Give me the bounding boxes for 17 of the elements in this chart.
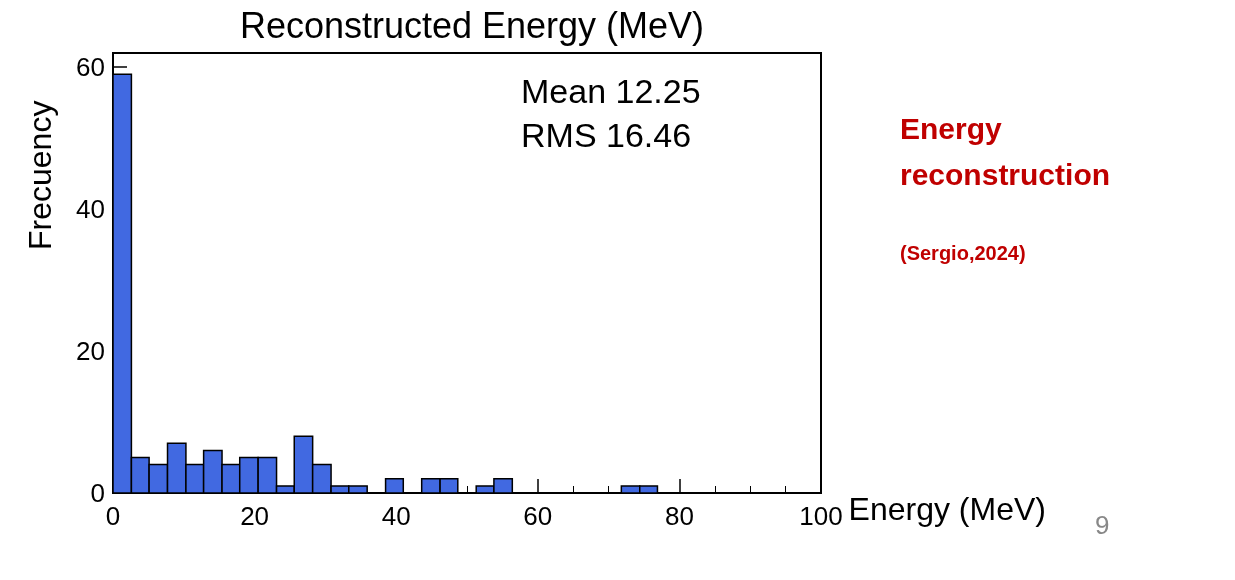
x-tick-label: 20	[240, 501, 270, 531]
y-tick-label: 40	[76, 194, 105, 225]
x-tick-label: 40	[381, 501, 411, 531]
x-tick-label: 60	[523, 501, 553, 531]
x-tick-label: 100	[799, 501, 843, 531]
text: Energy reconstruction	[900, 111, 1111, 191]
x-axis-title: Energy (MeV)	[848, 491, 1046, 527]
y-axis-title: Frecuency	[22, 100, 58, 250]
annotation: RMS 16.46	[521, 116, 692, 154]
y-tick-label: 20	[76, 336, 105, 367]
y-tick-label: 60	[76, 52, 105, 83]
text: 9	[1095, 510, 1110, 540]
chart-title: Reconstructed Energy (MeV)	[239, 4, 705, 46]
y-tick-label: 0	[90, 478, 105, 508]
annotation: Mean 12.25	[521, 72, 701, 110]
x-tick-label: 80	[664, 501, 694, 531]
text: (Sergio,2024)	[900, 242, 1026, 264]
